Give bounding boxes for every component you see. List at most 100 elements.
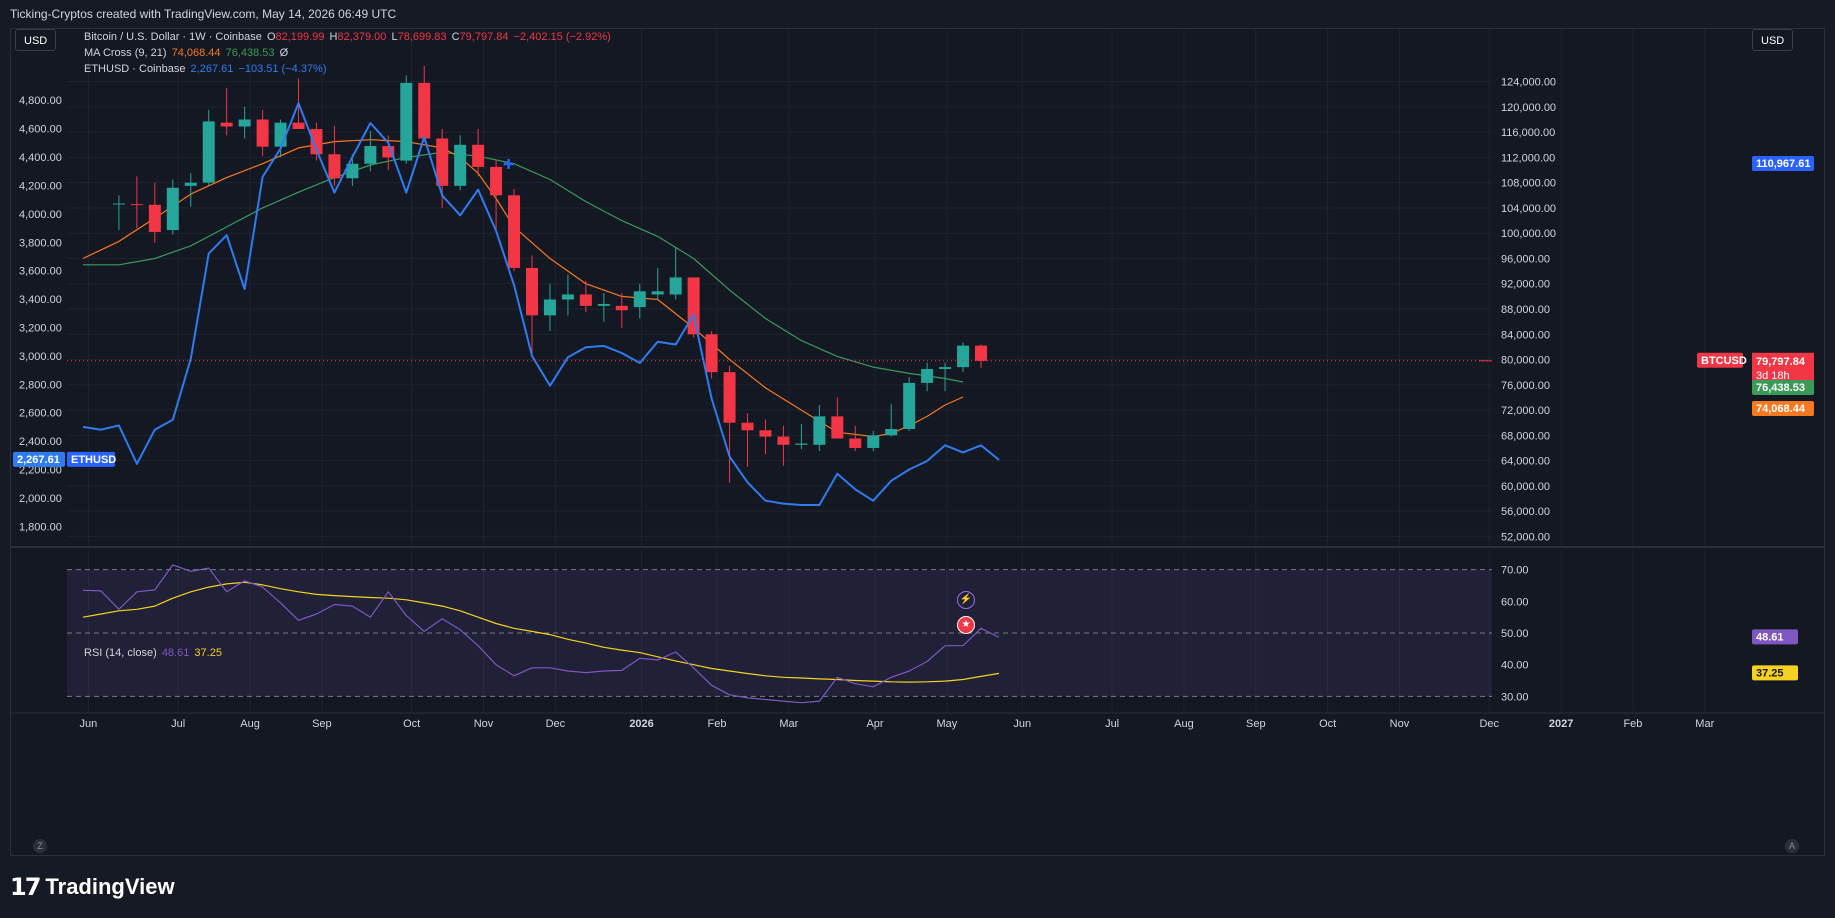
y-tick-label-right: 104,000.00 <box>1501 203 1556 215</box>
candle-body <box>579 294 592 306</box>
candle-body <box>885 429 898 436</box>
y-tick-label-left: 4,800.00 <box>19 95 62 107</box>
ma-fast-line <box>82 139 964 438</box>
legend-c: 79,797.84 <box>459 31 509 43</box>
x-tick-label: Jun <box>80 718 98 730</box>
chart-canvas[interactable]: 52,000.00 56,000.00 60,000.00 64,000.00 68,0… <box>11 29 1824 855</box>
y-tick-label-left: 3,000.00 <box>19 351 62 363</box>
legend-eth: ETHUSD · Coinbase 2,267.61 −103.51 (−4.3… <box>84 63 329 75</box>
candle-body <box>867 435 880 448</box>
eth-symbol-tag: ETHUSD <box>71 454 116 466</box>
rsi-tick-label: 60.00 <box>1501 596 1529 608</box>
legend-o: 82,199.99 <box>275 31 325 43</box>
rsi-tick-label: 70.00 <box>1501 565 1529 577</box>
eth-price-tag: 2,267.61 <box>17 454 60 466</box>
y-tick-label-left: 2,400.00 <box>19 436 62 448</box>
btc-price-tag: 79,797.84 <box>1756 356 1806 368</box>
candle-body <box>687 277 700 335</box>
rsi-ma-value-tag-bg <box>1752 665 1798 681</box>
x-tick-label: Feb <box>1623 718 1642 730</box>
y-tick-label-right: 108,000.00 <box>1501 178 1556 190</box>
candle-body <box>705 334 718 373</box>
y-tick-label-right: 64,000.00 <box>1501 456 1550 468</box>
x-tick-label: 2027 <box>1549 718 1573 730</box>
y-tick-label-right: 96,000.00 <box>1501 253 1550 265</box>
legend-rsi-name: RSI (14, close) <box>84 647 157 659</box>
candle-body <box>795 443 808 445</box>
candle-body <box>148 204 161 232</box>
candle-body <box>112 203 125 205</box>
legend-rsi-v2: 37.25 <box>194 647 222 659</box>
y-tick-label-right: 116,000.00 <box>1501 127 1555 139</box>
candle-body <box>957 345 970 368</box>
candle-body <box>418 82 431 139</box>
lightning-icon[interactable]: ⚡ <box>957 591 975 609</box>
candle-body <box>436 138 449 186</box>
legend-ma-sym: Ø <box>279 47 289 59</box>
x-tick-label: Sep <box>312 718 332 730</box>
x-tick-label: Oct <box>403 718 420 730</box>
legend-eth-name: ETHUSD · Coinbase <box>84 63 186 75</box>
currency-button-right[interactable]: USD <box>1752 29 1794 51</box>
candle-body <box>382 146 395 158</box>
btc-marker-tag-bg <box>1752 155 1814 171</box>
y-tick-label-left: 4,600.00 <box>19 124 62 136</box>
y-tick-label-right: 100,000.00 <box>1501 228 1556 240</box>
legend-ma: MA Cross (9, 21) 74,068.44 76,438.53 Ø <box>84 47 290 59</box>
x-tick-label: May <box>936 718 957 730</box>
tradingview-logo[interactable]: 17 TradingView <box>10 870 175 904</box>
candle-body <box>615 305 628 311</box>
y-tick-label-right: 68,000.00 <box>1501 430 1550 442</box>
candle-body <box>939 367 952 369</box>
candle-body <box>669 277 682 295</box>
candle-body <box>256 119 269 147</box>
candle-body <box>328 154 341 179</box>
candle-body <box>292 122 305 129</box>
legend-main-name: Bitcoin / U.S. Dollar · 1W · Coinbase <box>84 31 262 43</box>
us-flag-icon[interactable]: ★ <box>957 616 975 634</box>
rsi-path <box>82 564 1000 704</box>
x-tick-label: 2026 <box>629 718 653 730</box>
tradingview-wordmark: TradingView <box>45 874 175 899</box>
y-tick-label-left: 3,200.00 <box>19 322 62 334</box>
x-tick-label: Jul <box>1105 718 1119 730</box>
eth-path <box>82 102 1000 506</box>
y-tick-label-right: 80,000.00 <box>1501 355 1550 367</box>
candle-body <box>723 372 736 423</box>
rsi-tick-label: 30.00 <box>1501 691 1529 703</box>
grid-lines <box>11 29 1824 714</box>
ma-slow-path <box>83 151 964 383</box>
rsi-ma-value-tag: 37.25 <box>1756 667 1784 679</box>
legend-rsi-v1: 48.61 <box>161 647 190 659</box>
candle-body <box>633 291 646 308</box>
y-tick-label-left: 4,200.00 <box>19 180 62 192</box>
y-tick-label-left: 3,600.00 <box>19 266 62 278</box>
currency-button-left[interactable]: USD <box>15 29 57 51</box>
y-tick-label-left: 2,000.00 <box>19 493 62 505</box>
candle-body <box>651 291 664 295</box>
ma-slow-line <box>83 151 964 383</box>
candle-body <box>526 267 538 316</box>
btc-symbol-tag: BTCUSD <box>1701 355 1747 367</box>
candle-body <box>346 163 359 179</box>
x-tick-label: Sep <box>1246 718 1266 730</box>
chart-frame[interactable]: 52,000.00 56,000.00 60,000.00 64,000.00 68,0… <box>10 28 1825 856</box>
timezone-icon[interactable]: Z <box>33 839 47 853</box>
btc-symbol-tag-bg <box>1697 352 1743 368</box>
chart-header-title: Ticking-Cryptos created with TradingView… <box>10 7 397 21</box>
rsi-value-tag-bg <box>1752 629 1798 645</box>
y-tick-label-right: 120,000.00 <box>1501 102 1556 114</box>
candle-body <box>759 430 772 437</box>
candle-body <box>831 416 844 439</box>
auto-scale-icon[interactable]: A <box>1785 839 1799 853</box>
eth-line <box>82 102 1000 506</box>
candle-body <box>238 119 251 127</box>
y-tick-label-right: 72,000.00 <box>1501 405 1550 417</box>
eth-price-tag-bg <box>13 451 65 467</box>
candle-body <box>490 166 503 196</box>
rsi-band-background <box>67 569 1492 697</box>
legend-ma-name: MA Cross (9, 21) <box>84 47 167 59</box>
ma-slow-tag-bg <box>1752 380 1814 396</box>
x-tick-label: Dec <box>1479 718 1499 730</box>
candle-body <box>903 382 916 429</box>
